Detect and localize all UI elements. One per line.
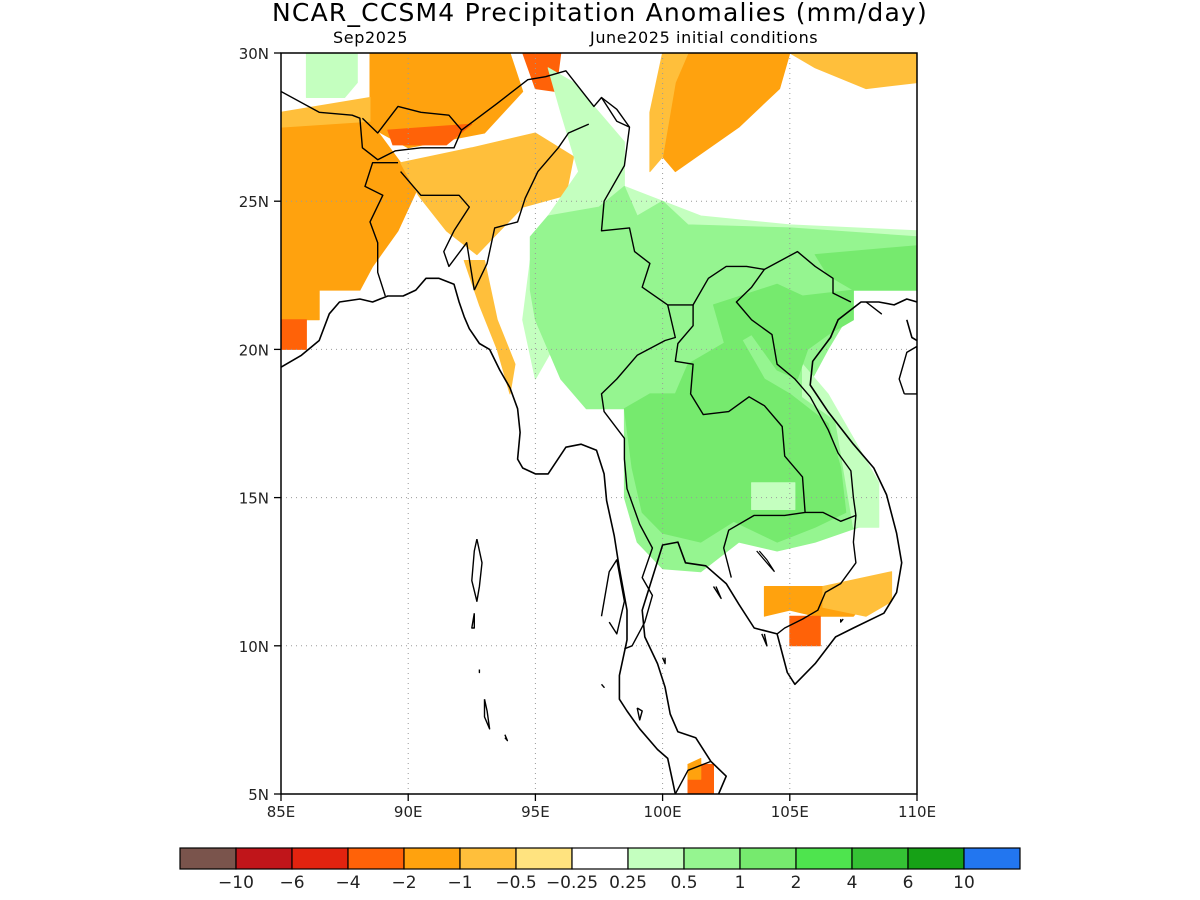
coastlines	[281, 70, 917, 794]
anomaly-shading	[281, 53, 917, 794]
colorbar-label: −4	[335, 873, 360, 893]
anomaly-region-guangxi-wet	[814, 245, 917, 291]
island-outline	[471, 613, 475, 629]
initial-conditions-label: June2025 initial conditions	[590, 28, 819, 47]
country-border	[735, 268, 857, 516]
colorbar-label: −10	[218, 873, 254, 893]
anomaly-region-bhutan-strong-dry	[387, 123, 473, 146]
lake-outline	[756, 550, 776, 573]
island-outline	[761, 633, 768, 647]
country-border	[674, 760, 712, 794]
colorbar-label: 0.25	[609, 873, 647, 893]
colorbar-swatch	[235, 847, 293, 870]
valid-month-label: Sep2025	[333, 28, 409, 47]
lon-tick-label: 90E	[394, 803, 423, 821]
country-border	[281, 90, 463, 161]
country-border	[364, 161, 398, 297]
anomaly-region-india-ne-wet	[305, 53, 358, 98]
island-outline	[865, 301, 883, 315]
lat-tick-label: 25N	[239, 193, 269, 211]
country-border	[400, 171, 475, 291]
anomaly-region-malay-weak-dry	[687, 757, 702, 780]
colorbar-swatch	[403, 847, 461, 870]
colorbar-swatch	[963, 847, 1021, 870]
colorbar-label: −0.5	[495, 873, 536, 893]
plot-frame	[280, 52, 918, 795]
coastline	[906, 319, 917, 342]
lon-tick-label: 85E	[267, 803, 296, 821]
country-border	[600, 304, 676, 650]
coastline	[281, 277, 677, 794]
colorbar-swatch	[515, 847, 573, 870]
lat-tick-label: 5N	[248, 786, 269, 804]
anomaly-region-vietnam-coastal-wet	[802, 363, 880, 528]
chart-title: NCAR_CCSM4 Precipitation Anomalies (mm/d…	[272, 0, 928, 27]
colorbar-label: 10	[953, 873, 975, 893]
country-border	[776, 511, 857, 635]
island-outline	[504, 734, 509, 742]
country-border	[601, 96, 631, 128]
lon-tick-label: 95E	[521, 803, 550, 821]
lat-tick-label: 30N	[239, 45, 269, 63]
island-outline	[661, 657, 666, 665]
colorbar-label: −1	[447, 873, 472, 893]
island-outline	[840, 618, 844, 623]
lat-tick-label: 10N	[239, 638, 269, 656]
anomaly-region-northeast-india-dry	[400, 132, 575, 256]
colorbar-label: 4	[847, 873, 858, 893]
lon-tick-label: 105E	[771, 803, 809, 821]
island-outline	[898, 345, 917, 395]
anomaly-region-yunnan-north-dry	[662, 53, 791, 173]
island-outline	[471, 538, 483, 602]
colorbar-swatch	[907, 847, 965, 870]
anomaly-region-bay-of-bengal-dry	[463, 260, 516, 395]
lat-tick-label: 15N	[239, 490, 269, 508]
colorbar-swatch	[179, 847, 237, 870]
gridlines	[281, 53, 917, 794]
anomaly-region-laos-wet	[713, 283, 854, 380]
lon-tick-label: 100E	[644, 803, 682, 821]
colorbar-swatch	[571, 847, 629, 870]
colorbar-label: 2	[791, 873, 802, 893]
island-outline	[712, 586, 722, 600]
anomaly-region-mekong-delta-weak-dry	[822, 571, 893, 617]
anomaly-region-mekong-delta-strong-dry	[789, 615, 821, 647]
colorbar-label: 6	[903, 873, 914, 893]
colorbar-swatch	[683, 847, 741, 870]
colorbar: −10 −6 −4 −2 −1 −0.5 −0.25 0.25 0.5 1 2 4 6 10	[179, 847, 1021, 893]
colorbar-swatch	[291, 847, 349, 870]
country-border	[674, 304, 806, 578]
island-outline	[636, 707, 643, 721]
colorbar-swatch	[347, 847, 405, 870]
colorbar-label: 0.5	[670, 873, 697, 893]
coastline	[641, 298, 917, 794]
colorbar-swatch	[795, 847, 853, 870]
anomaly-region-orissa-strong-dry	[281, 319, 307, 350]
colorbar-swatch	[739, 847, 797, 870]
colorbar-label: −2	[391, 873, 416, 893]
colorbar-label: 1	[735, 873, 746, 893]
colorbar-swatch	[459, 847, 517, 870]
colorbar-label: −0.25	[546, 873, 598, 893]
island-outline	[600, 559, 626, 635]
lat-tick-label: 20N	[239, 341, 269, 359]
colorbar-swatch	[851, 847, 909, 870]
axis-ticks: 85E 90E 95E 100E 105E 110E 5N 10N 15N 20N 25N 30N	[239, 45, 936, 821]
country-border	[461, 70, 852, 306]
island-outline	[483, 699, 491, 730]
country-border	[473, 123, 590, 291]
anomaly-region-ne-corner-dry	[789, 53, 917, 90]
anomaly-region-yunnan-north-weak-dry	[649, 53, 689, 173]
colorbar-swatch	[627, 847, 685, 870]
lon-tick-label: 110E	[898, 803, 936, 821]
anomaly-region-cambodia-weak-wet	[751, 482, 796, 510]
island-outline	[600, 683, 605, 688]
colorbar-label: −6	[279, 873, 304, 893]
